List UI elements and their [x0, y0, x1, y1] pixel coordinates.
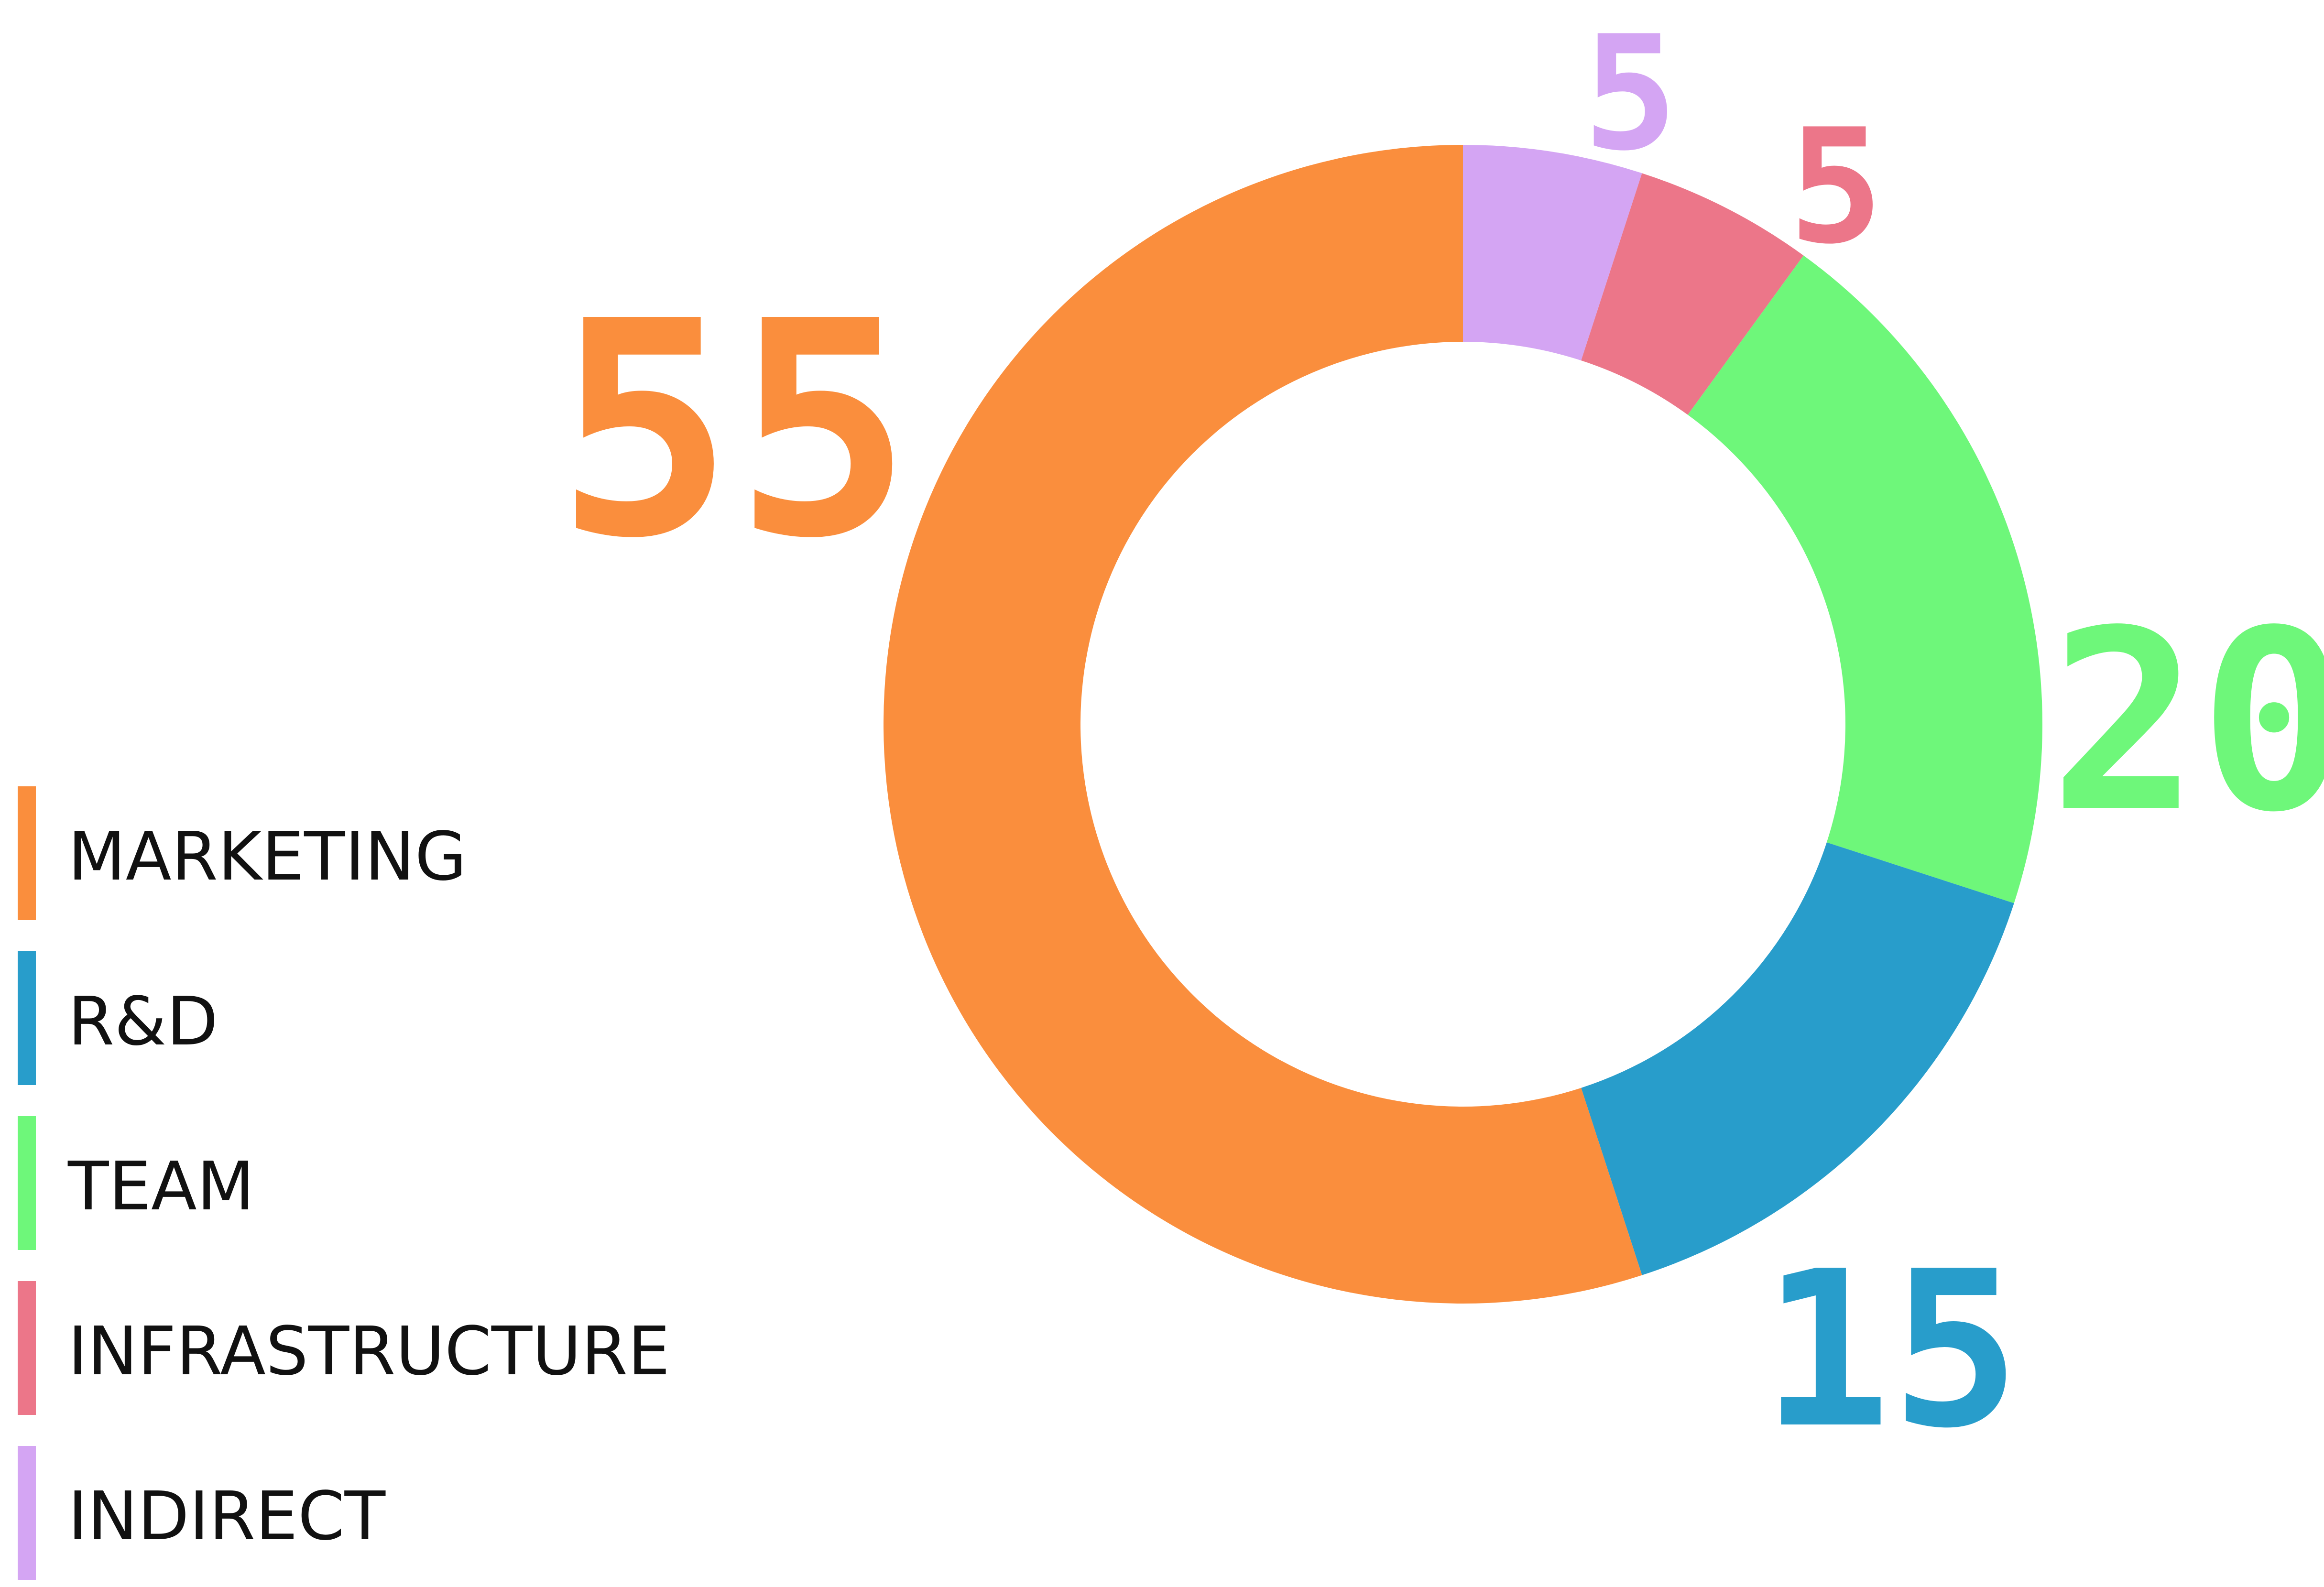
- slice-r-d: [1581, 842, 2014, 1275]
- legend-swatch-marketing: [18, 786, 36, 920]
- data-label-marketing: 55: [556, 259, 913, 603]
- legend-label-infrastructure: INFRASTRUCTURE: [68, 1313, 670, 1391]
- legend-swatch-infrastructure: [18, 1281, 36, 1415]
- slice-team: [1688, 255, 2042, 903]
- legend-item-marketing: MARKETING: [18, 786, 735, 920]
- legend-label-indirect: INDIRECT: [68, 1478, 386, 1555]
- legend-swatch-team: [18, 1116, 36, 1250]
- legend-item-rd: R&D: [18, 951, 735, 1085]
- legend-item-indirect: INDIRECT: [18, 1446, 735, 1580]
- slice-infrastructure: [1581, 173, 1804, 415]
- data-label-infrastructure: 5: [1789, 95, 1884, 279]
- legend-label-rd: R&D: [68, 983, 218, 1061]
- legend-item-infrastructure: INFRASTRUCTURE: [18, 1281, 735, 1415]
- slice-marketing: [884, 145, 1642, 1304]
- legend: MARKETING R&D TEAM INFRASTRUCTURE INDIRE…: [18, 786, 735, 1585]
- data-label-r-d: 15: [1761, 1225, 2020, 1476]
- donut-slices: [884, 145, 2042, 1304]
- legend-item-team: TEAM: [18, 1116, 735, 1250]
- donut-data-labels: 55 15 20 55: [556, 2, 2324, 1476]
- legend-label-team: TEAM: [68, 1148, 255, 1226]
- slice-indirect: [1463, 145, 1642, 361]
- legend-swatch-indirect: [18, 1446, 36, 1580]
- legend-label-marketing: MARKETING: [68, 818, 467, 896]
- data-label-team: 20: [2050, 577, 2324, 867]
- legend-swatch-rd: [18, 951, 36, 1085]
- data-label-indirect: 5: [1583, 2, 1678, 185]
